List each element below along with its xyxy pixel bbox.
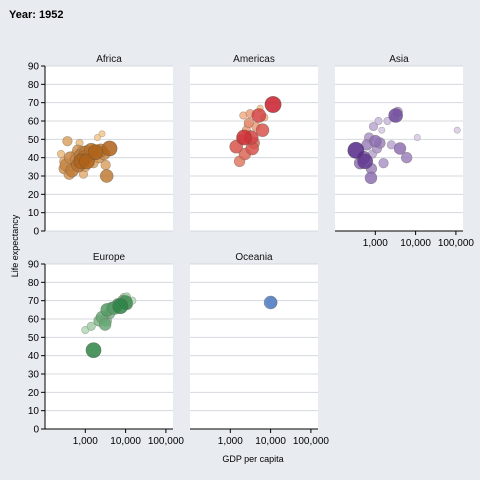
data-point: [57, 150, 66, 159]
y-tick-label: 50: [28, 135, 40, 146]
y-tick-label: 60: [28, 117, 40, 128]
data-point: [243, 117, 255, 128]
data-point: [357, 153, 374, 170]
data-point: [236, 129, 252, 146]
data-point: [374, 117, 383, 126]
y-tick-label: 20: [28, 388, 40, 399]
facet-europe: Europe 0 10 20 30 40 50 60 70 80 90 1,000 10,000 100,…: [28, 252, 185, 447]
y-tick-label: 80: [28, 278, 40, 289]
y-tick-label: 0: [33, 227, 39, 238]
panel-background: [190, 264, 318, 429]
data-point: [369, 134, 382, 148]
y-tick-label: 50: [28, 333, 40, 344]
x-tick-label: 10,000: [255, 436, 286, 447]
data-point: [98, 318, 112, 331]
y-tick-label: 20: [28, 190, 40, 201]
data-point: [364, 171, 378, 185]
y-axis-label: Life expectancy: [10, 214, 20, 277]
y-tick-label: 60: [28, 315, 40, 326]
facet-label: Oceania: [235, 252, 273, 263]
data-point: [87, 144, 104, 161]
data-point: [388, 108, 403, 123]
points: [81, 292, 137, 359]
y-tick-label: 40: [28, 351, 40, 362]
data-point: [98, 130, 106, 138]
data-point: [378, 126, 386, 134]
facet-asia: Asia 1,000 10,000 100,000: [335, 54, 474, 249]
x-tick-label: 100,000: [438, 238, 475, 249]
y-tick-label: 30: [28, 370, 40, 381]
data-point: [62, 136, 73, 147]
facet-label: Europe: [93, 252, 126, 263]
y-tick-label: 70: [28, 98, 40, 109]
points: [229, 96, 282, 167]
x-tick-label: 100,000: [293, 436, 330, 447]
data-point: [99, 169, 114, 183]
facet-label: Africa: [96, 54, 122, 65]
y-tick-label: 90: [28, 260, 40, 271]
points: [347, 106, 461, 185]
facet-oceania: Oceania 1,000 10,000 100,000: [190, 252, 329, 447]
x-tick-label: 1,000: [363, 238, 388, 249]
data-point: [93, 134, 101, 141]
data-point: [378, 158, 389, 169]
x-tick-label: 100,000: [148, 436, 185, 447]
y-tick-label: 10: [28, 406, 40, 417]
x-axis-label: GDP per capita: [222, 454, 283, 464]
y-tick-label: 0: [33, 425, 39, 436]
data-point: [263, 295, 278, 310]
data-point: [264, 96, 282, 113]
facet-label: Asia: [389, 54, 409, 65]
y-tick-label: 10: [28, 208, 40, 219]
facet-label: Americas: [233, 54, 275, 65]
x-tick-label: 10,000: [110, 436, 141, 447]
data-point: [347, 141, 365, 159]
data-point: [112, 298, 129, 315]
data-point: [453, 126, 461, 134]
data-point: [251, 108, 267, 123]
y-tick-label: 80: [28, 80, 40, 91]
data-point: [85, 342, 102, 359]
x-tick-label: 10,000: [400, 238, 431, 249]
data-point: [393, 142, 407, 155]
x-tick-label: 1,000: [218, 436, 243, 447]
data-point: [413, 134, 421, 141]
chart-title: Year: 1952: [9, 9, 63, 21]
points: [263, 295, 278, 310]
x-tick-label: 1,000: [73, 436, 98, 447]
y-tick-label: 90: [28, 62, 40, 73]
data-point: [401, 152, 413, 164]
data-point: [101, 140, 118, 157]
panel-background: [45, 264, 173, 429]
facet-americas: Americas: [190, 54, 318, 232]
points: [57, 130, 118, 183]
data-point: [86, 321, 96, 331]
facet-africa: Africa 0 10 20 30 40 50 60 70 80 90: [28, 54, 173, 238]
y-tick-label: 40: [28, 153, 40, 164]
data-point: [368, 121, 379, 132]
y-tick-label: 70: [28, 296, 40, 307]
data-point: [255, 123, 270, 137]
y-tick-label: 30: [28, 172, 40, 183]
